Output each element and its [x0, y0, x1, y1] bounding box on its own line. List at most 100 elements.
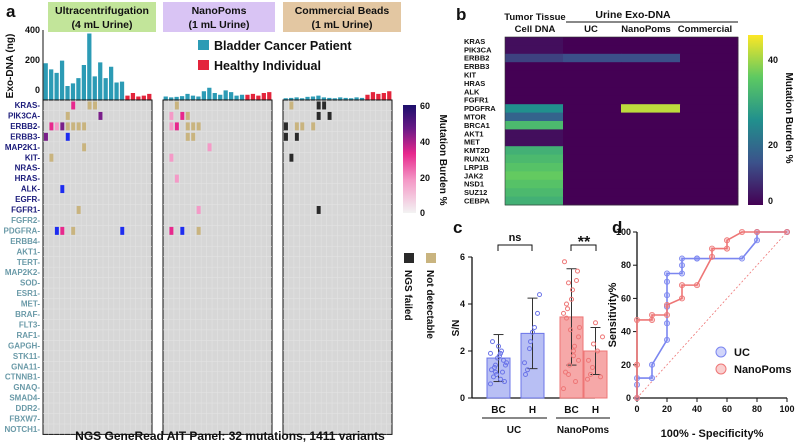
- gene-label-27: GNAQ-: [13, 383, 40, 392]
- panel-b-label: b: [456, 5, 466, 24]
- colorbar-a-tick-40: 40: [420, 137, 430, 147]
- heat-row-label-18: SUZ12: [464, 188, 487, 197]
- mutation-cell-1-3: [185, 111, 190, 120]
- gene-label-22: RAF1-: [16, 331, 40, 340]
- roc-point-0-15: [694, 255, 701, 262]
- gene-label-13: ERBB4-: [10, 237, 40, 246]
- c-point-0-5: [496, 343, 501, 349]
- heat-row-label-12: MET: [464, 138, 480, 147]
- c-xcat-1: H: [529, 405, 536, 416]
- mutation-cell-1-13: [174, 174, 179, 183]
- exo-bar-1-3: [179, 96, 185, 100]
- c-point-2-16: [573, 379, 578, 385]
- panel-b-heatmap: [504, 36, 739, 206]
- gene-label-4: MAP2K1-: [5, 143, 40, 152]
- heat-row-label-17: NSD1: [464, 180, 484, 189]
- c-point-2-0: [561, 386, 566, 392]
- mutation-cell-0-6: [54, 122, 59, 131]
- heat-cell-2-1: [563, 53, 622, 63]
- c-point-0-0: [488, 381, 493, 387]
- exo-bar-1-2: [174, 96, 179, 100]
- exo-bar-2-14: [359, 97, 365, 100]
- exo-bar-1-0: [163, 96, 168, 100]
- heat-cell-12-1: [563, 137, 622, 147]
- c-point-0-1: [493, 369, 498, 375]
- mutation-cell-0-3: [65, 111, 70, 120]
- c-point-3-4: [588, 372, 593, 377]
- panel-b-colorbar-ticks: 40 20 0: [768, 55, 778, 206]
- exo-bar-2-10: [338, 97, 343, 100]
- heat-cell-12-0: [505, 137, 564, 147]
- ngs-failed-swatch: [404, 253, 414, 263]
- exo-bar-0-6: [76, 78, 81, 100]
- mutation-cell-1-7: [191, 122, 196, 131]
- gene-label-9: EGFR-: [15, 195, 40, 204]
- exo-bar-1-9: [212, 93, 217, 100]
- heat-cell-15-0: [505, 163, 564, 172]
- exo-bar-2-1: [289, 97, 294, 100]
- c-sig-star: **: [578, 234, 591, 251]
- c-point-2-2: [571, 353, 576, 359]
- exo-bar-0-3: [59, 60, 65, 100]
- roc-line-1: [636, 231, 787, 398]
- heat-cell-4-3: [680, 70, 739, 80]
- c-point-0-4: [491, 374, 496, 380]
- ytick-400: 400: [25, 25, 40, 35]
- exo-bar-0-19: [147, 93, 152, 100]
- roc-point-1-3: [649, 316, 656, 323]
- c-point-2-19: [571, 348, 576, 354]
- mutation-cell-2-1: [316, 101, 321, 110]
- heat-cell-0-3: [680, 37, 739, 46]
- roc-point-1-4: [649, 311, 656, 318]
- roc-point-0-9: [664, 278, 671, 285]
- exo-bar-2-17: [376, 93, 381, 100]
- heat-row-label-6: ALK: [464, 87, 480, 96]
- mutation-cell-1-16: [180, 226, 185, 235]
- d-ytick-0: 0: [626, 393, 631, 403]
- exo-bar-1-6: [196, 96, 201, 100]
- c-point-0-14: [490, 339, 495, 345]
- exo-bar-1-14: [239, 94, 245, 100]
- heat-cell-2-0: [505, 53, 564, 63]
- exo-bar-1-19: [267, 92, 272, 100]
- heat-cell-17-2: [621, 179, 681, 189]
- c-point-0-2: [498, 350, 503, 356]
- roc-point-1-11: [709, 245, 716, 252]
- panel-a-footer: NGS GeneRead AIT Panel: 32 mutations, 14…: [75, 429, 385, 443]
- c-point-0-8: [494, 372, 499, 377]
- heat-cell-10-3: [680, 121, 739, 130]
- heat-cell-11-1: [563, 129, 622, 139]
- c-point-2-9: [572, 343, 577, 349]
- exo-bar-0-7: [81, 65, 86, 100]
- roc-point-1-2: [634, 316, 641, 323]
- mutation-cell-2-4: [327, 111, 332, 120]
- heat-row-label-2: ERBB2: [464, 54, 489, 63]
- heat-row-label-14: RUNX1: [464, 155, 489, 164]
- exo-bar-2-5: [310, 96, 316, 100]
- mutation-cell-0-18: [54, 226, 59, 235]
- panel-a-group-headers: Ultracentrifugation (4 mL Urine) NanoPoms (…: [48, 2, 401, 32]
- heat-cell-19-0: [505, 196, 564, 206]
- c-group-0: UC: [507, 425, 521, 436]
- roc-point-0-11: [679, 270, 686, 277]
- group-header-sub-0: (4 mL Urine): [71, 19, 132, 31]
- heat-cell-8-1: [563, 104, 622, 113]
- mutation-cell-0-5: [49, 122, 54, 131]
- c-point-2-15: [568, 327, 573, 333]
- mutation-cell-0-17: [76, 206, 81, 214]
- heat-cell-2-2: [621, 53, 681, 63]
- exo-bar-1-8: [207, 87, 212, 100]
- exo-bar-0-16: [130, 93, 136, 100]
- legend-cancer-swatch: [198, 40, 209, 50]
- mutation-cell-0-10: [76, 122, 81, 131]
- exo-bar-2-9: [332, 98, 337, 100]
- heat-cell-2-3: [680, 53, 739, 63]
- gene-label-25: GNA11-: [11, 362, 40, 371]
- mutation-cell-2-2: [322, 101, 327, 110]
- exo-bar-1-7: [201, 91, 206, 100]
- c-point-0-16: [500, 369, 505, 375]
- c-point-3-2: [595, 348, 600, 354]
- mutation-cell-1-14: [196, 206, 201, 214]
- c-point-2-13: [575, 268, 580, 274]
- d-diagonal: [636, 231, 788, 399]
